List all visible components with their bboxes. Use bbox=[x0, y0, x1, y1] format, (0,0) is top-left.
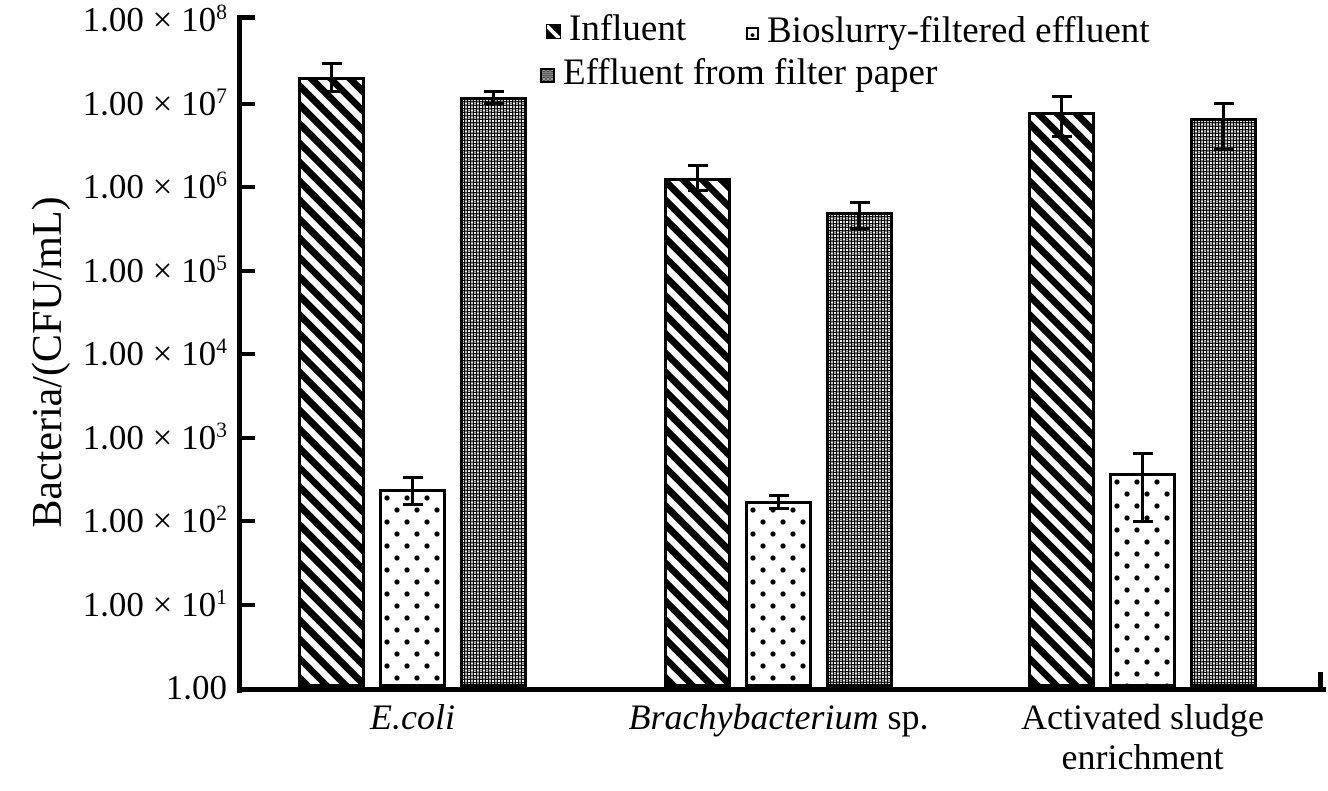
x-axis-line bbox=[237, 687, 1326, 692]
y-tick-label: 1.00 × 105 bbox=[82, 250, 227, 290]
error-bar-bottom-cap bbox=[1213, 148, 1234, 152]
error-bar-line bbox=[1222, 103, 1225, 150]
x-category-label-3: Activated sludge enrichment bbox=[1021, 697, 1264, 777]
bar-hatch-group3 bbox=[1028, 111, 1095, 687]
error-bar-top-cap bbox=[1213, 102, 1234, 105]
bar-dense-group2 bbox=[826, 212, 893, 687]
x-category-label-2: Brachybacterium sp. bbox=[628, 697, 929, 737]
y-tick-label: 1.00 × 104 bbox=[82, 334, 227, 373]
y-tick-label: 1.00 × 108 bbox=[82, 0, 227, 39]
error-bar-line bbox=[492, 91, 495, 104]
y-tick-label: 1.00 bbox=[165, 668, 227, 707]
error-bar-line bbox=[777, 495, 780, 509]
y-tick-mark bbox=[242, 519, 255, 523]
error-bar-bottom-cap bbox=[1132, 519, 1153, 523]
error-bar-top-cap bbox=[1051, 95, 1072, 99]
y-tick-mark bbox=[242, 268, 255, 273]
y-tick-mark bbox=[242, 352, 255, 356]
y-tick-label: 1.00 × 103 bbox=[82, 417, 227, 457]
error-bar-top-cap bbox=[402, 476, 423, 480]
y-tick-label: 1.00 × 107 bbox=[82, 83, 227, 123]
error-bar-line bbox=[330, 63, 333, 92]
error-bar-bottom-cap bbox=[1051, 135, 1072, 139]
error-bar-line bbox=[696, 165, 699, 190]
legend-entry-bioslurry: Bioslurry-filtered effluent bbox=[746, 10, 1150, 52]
error-bar-line bbox=[1060, 96, 1063, 137]
y-axis-line bbox=[237, 15, 242, 693]
error-bar-bottom-cap bbox=[687, 188, 708, 192]
bar-hatch-group1 bbox=[298, 76, 365, 687]
error-bar-bottom-cap bbox=[483, 102, 504, 105]
y-tick-mark bbox=[242, 602, 255, 607]
error-bar-bottom-cap bbox=[768, 507, 789, 511]
legend-entry-influent: Influent bbox=[546, 8, 686, 50]
error-bar-bottom-cap bbox=[402, 502, 423, 506]
y-tick-label: 1.00 × 102 bbox=[82, 501, 227, 540]
bar-dense-group3 bbox=[1190, 118, 1257, 687]
error-bar-line bbox=[1141, 453, 1144, 521]
error-bar-bottom-cap bbox=[849, 226, 870, 230]
y-tick-mark bbox=[242, 101, 255, 106]
y-tick-mark bbox=[242, 185, 255, 189]
legend-entry-filter-paper: Effluent from filter paper bbox=[540, 52, 937, 94]
bioslurry-dots-swatch-icon bbox=[746, 27, 759, 40]
y-axis-top-stub bbox=[237, 15, 255, 20]
legend-label-bioslurry: Bioslurry-filtered effluent bbox=[767, 10, 1150, 51]
error-bar-top-cap bbox=[321, 62, 342, 66]
y-tick-label: 1.00 × 101 bbox=[82, 584, 227, 624]
error-bar-top-cap bbox=[687, 164, 708, 168]
error-bar-bottom-cap bbox=[321, 89, 342, 93]
bar-hatch-group2 bbox=[664, 177, 731, 687]
bar-dots-group2 bbox=[745, 500, 812, 687]
filter-paper-dense-swatch-icon bbox=[540, 68, 555, 83]
y-tick-label: 1.00 × 106 bbox=[82, 167, 227, 206]
bar-dots-group1 bbox=[379, 489, 446, 687]
legend-label-filter-paper: Effluent from filter paper bbox=[563, 52, 938, 93]
error-bar-top-cap bbox=[849, 200, 870, 204]
error-bar-top-cap bbox=[768, 494, 789, 498]
error-bar-line bbox=[411, 477, 414, 504]
y-tick-mark bbox=[242, 435, 255, 440]
legend-label-influent: Influent bbox=[569, 8, 687, 49]
error-bar-top-cap bbox=[1132, 451, 1153, 455]
error-bar-top-cap bbox=[483, 89, 504, 93]
influent-hatch-swatch-icon bbox=[546, 24, 561, 39]
x-axis-right-stub bbox=[1318, 672, 1323, 692]
bar-dense-group1 bbox=[460, 96, 527, 687]
x-category-label-1: E.coli bbox=[370, 697, 455, 737]
error-bar-line bbox=[858, 202, 861, 229]
